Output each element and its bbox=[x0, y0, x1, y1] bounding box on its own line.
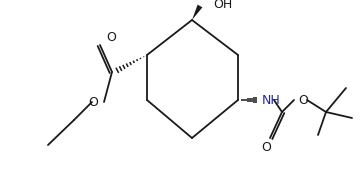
Text: OH: OH bbox=[213, 0, 232, 10]
Polygon shape bbox=[192, 5, 202, 20]
Text: O: O bbox=[261, 141, 271, 154]
Text: O: O bbox=[88, 95, 98, 109]
Text: O: O bbox=[106, 31, 116, 44]
Text: O: O bbox=[298, 93, 308, 107]
Text: NH: NH bbox=[262, 93, 281, 107]
